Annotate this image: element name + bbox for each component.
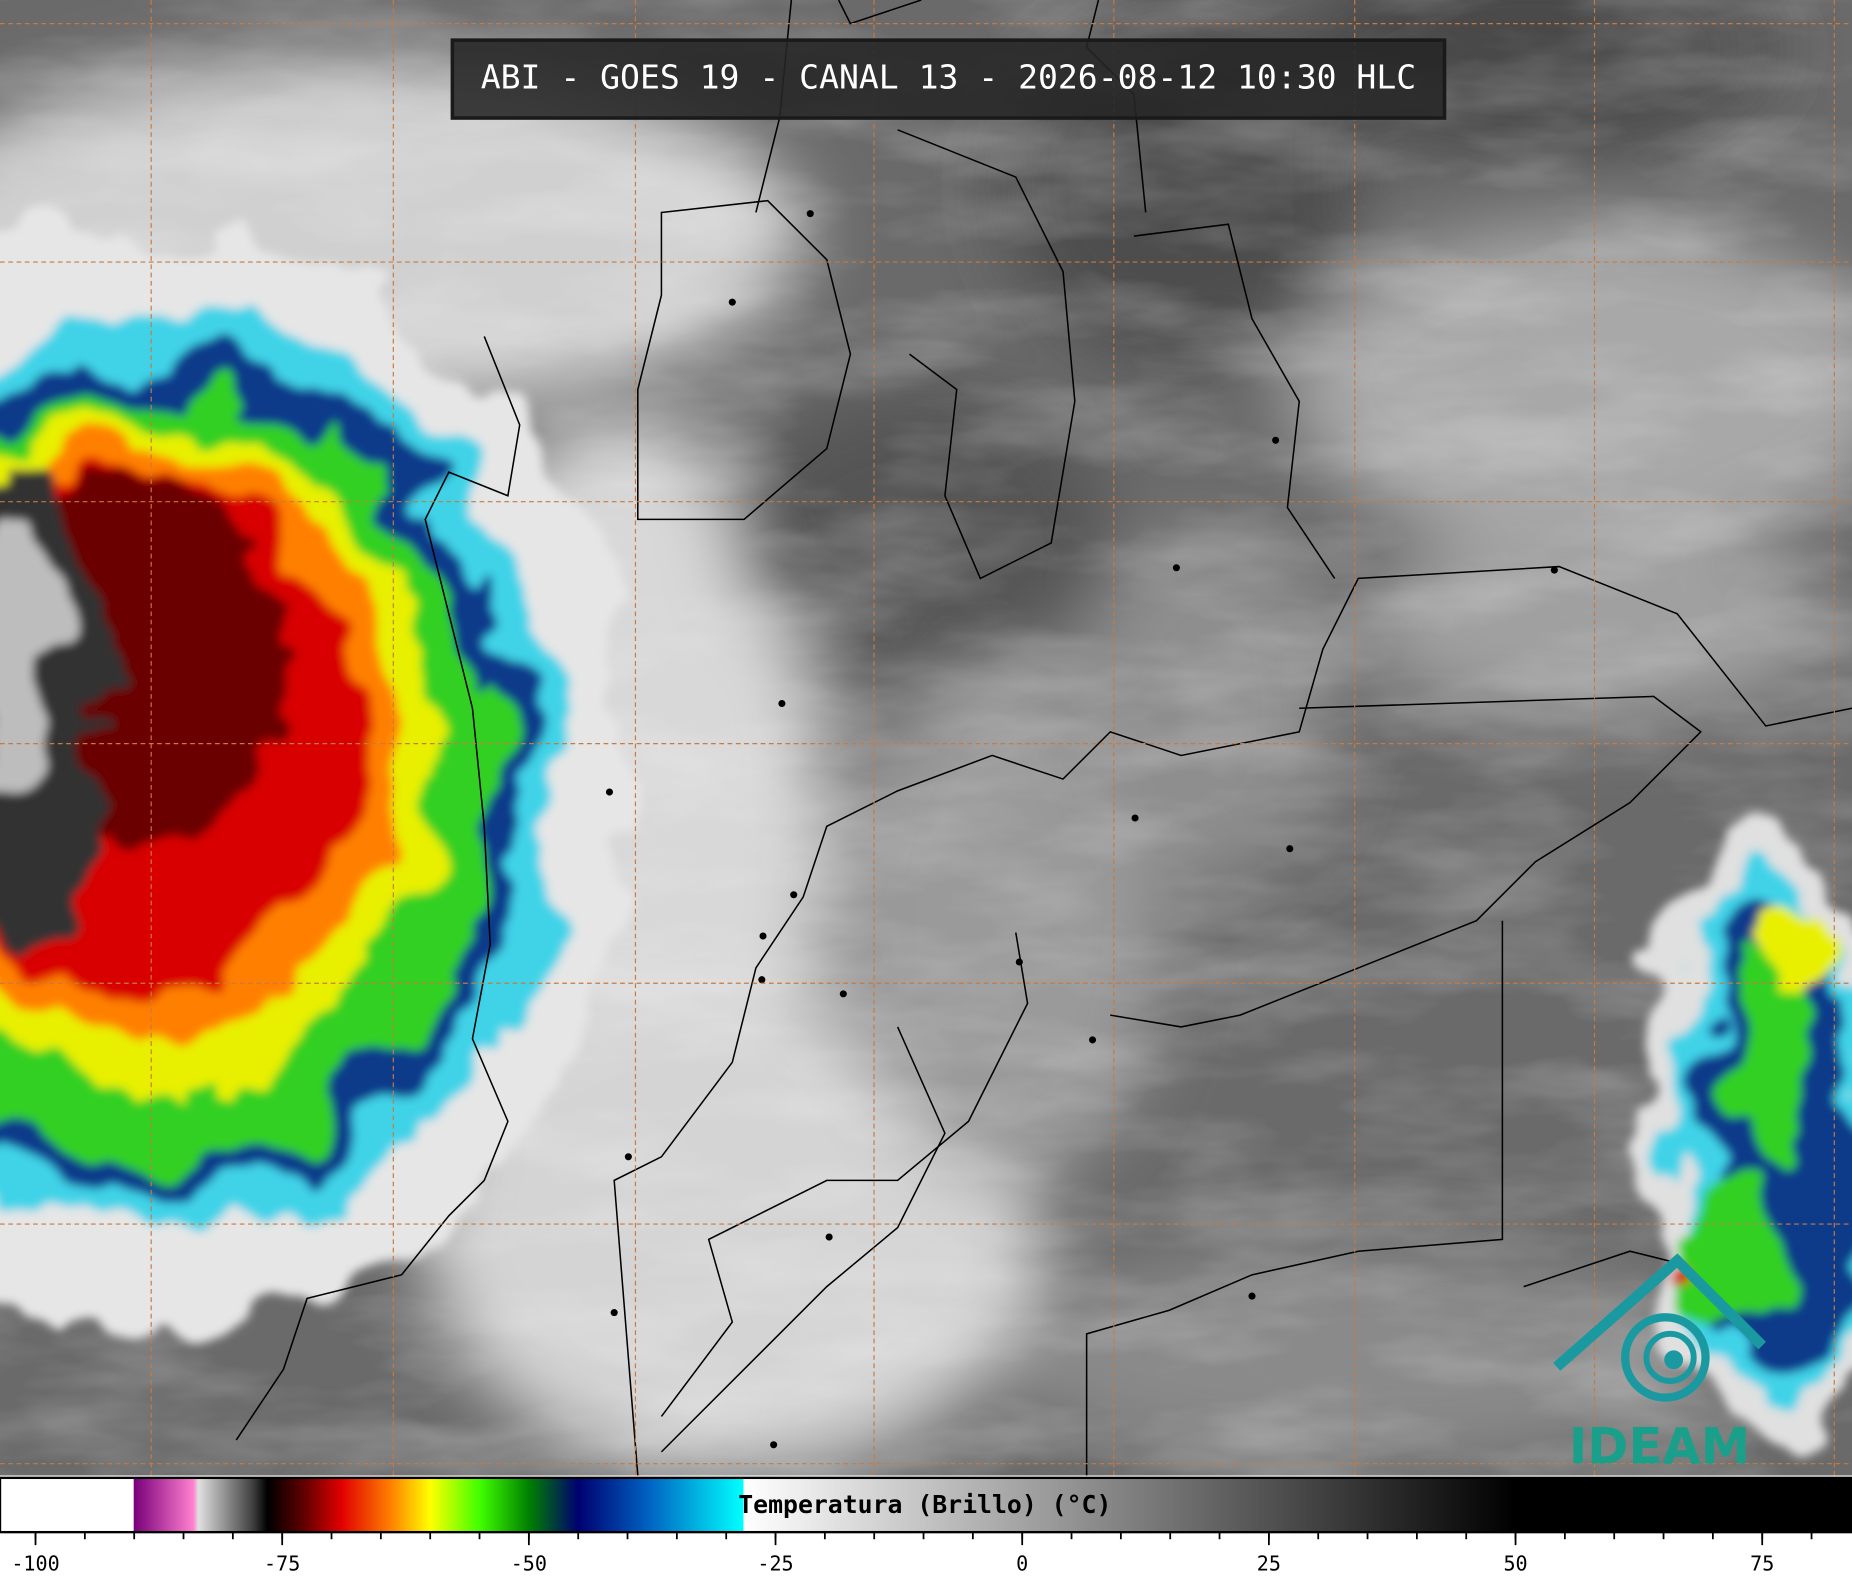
borders [235,0,1852,1476]
logo-text: IDEAM [1569,1418,1750,1476]
colorbar-label: Temperatura (Brillo) (°C) [738,1490,1111,1519]
tick-label: 75 [1750,1552,1774,1576]
tick-label: -75 [264,1552,300,1576]
tick-label: 25 [1257,1552,1281,1576]
colorbar: Temperatura (Brillo) (°C) -100 -75 -50 -25 0 2… [0,1475,1852,1577]
title-box [450,38,1447,120]
tick-label: -50 [511,1552,547,1576]
city-dots [605,210,1558,1449]
tick-label: -25 [757,1552,793,1576]
logo: IDEAM [1553,1253,1766,1476]
lat-lon-grid [0,0,1852,1476]
tick-label: -100 [11,1552,59,1576]
storm-west [0,224,626,1334]
title: ABI - GOES 19 - CANAL 13 - 2026-08-12 10… [481,58,1416,97]
colorbar-bar [0,1476,1852,1534]
tick-label: 0 [1016,1552,1028,1576]
tick-label: 50 [1503,1552,1527,1576]
satellite-image: IDEAM ABI - GOES 19 - CANAL 13 - 2026-08… [0,0,1852,1476]
